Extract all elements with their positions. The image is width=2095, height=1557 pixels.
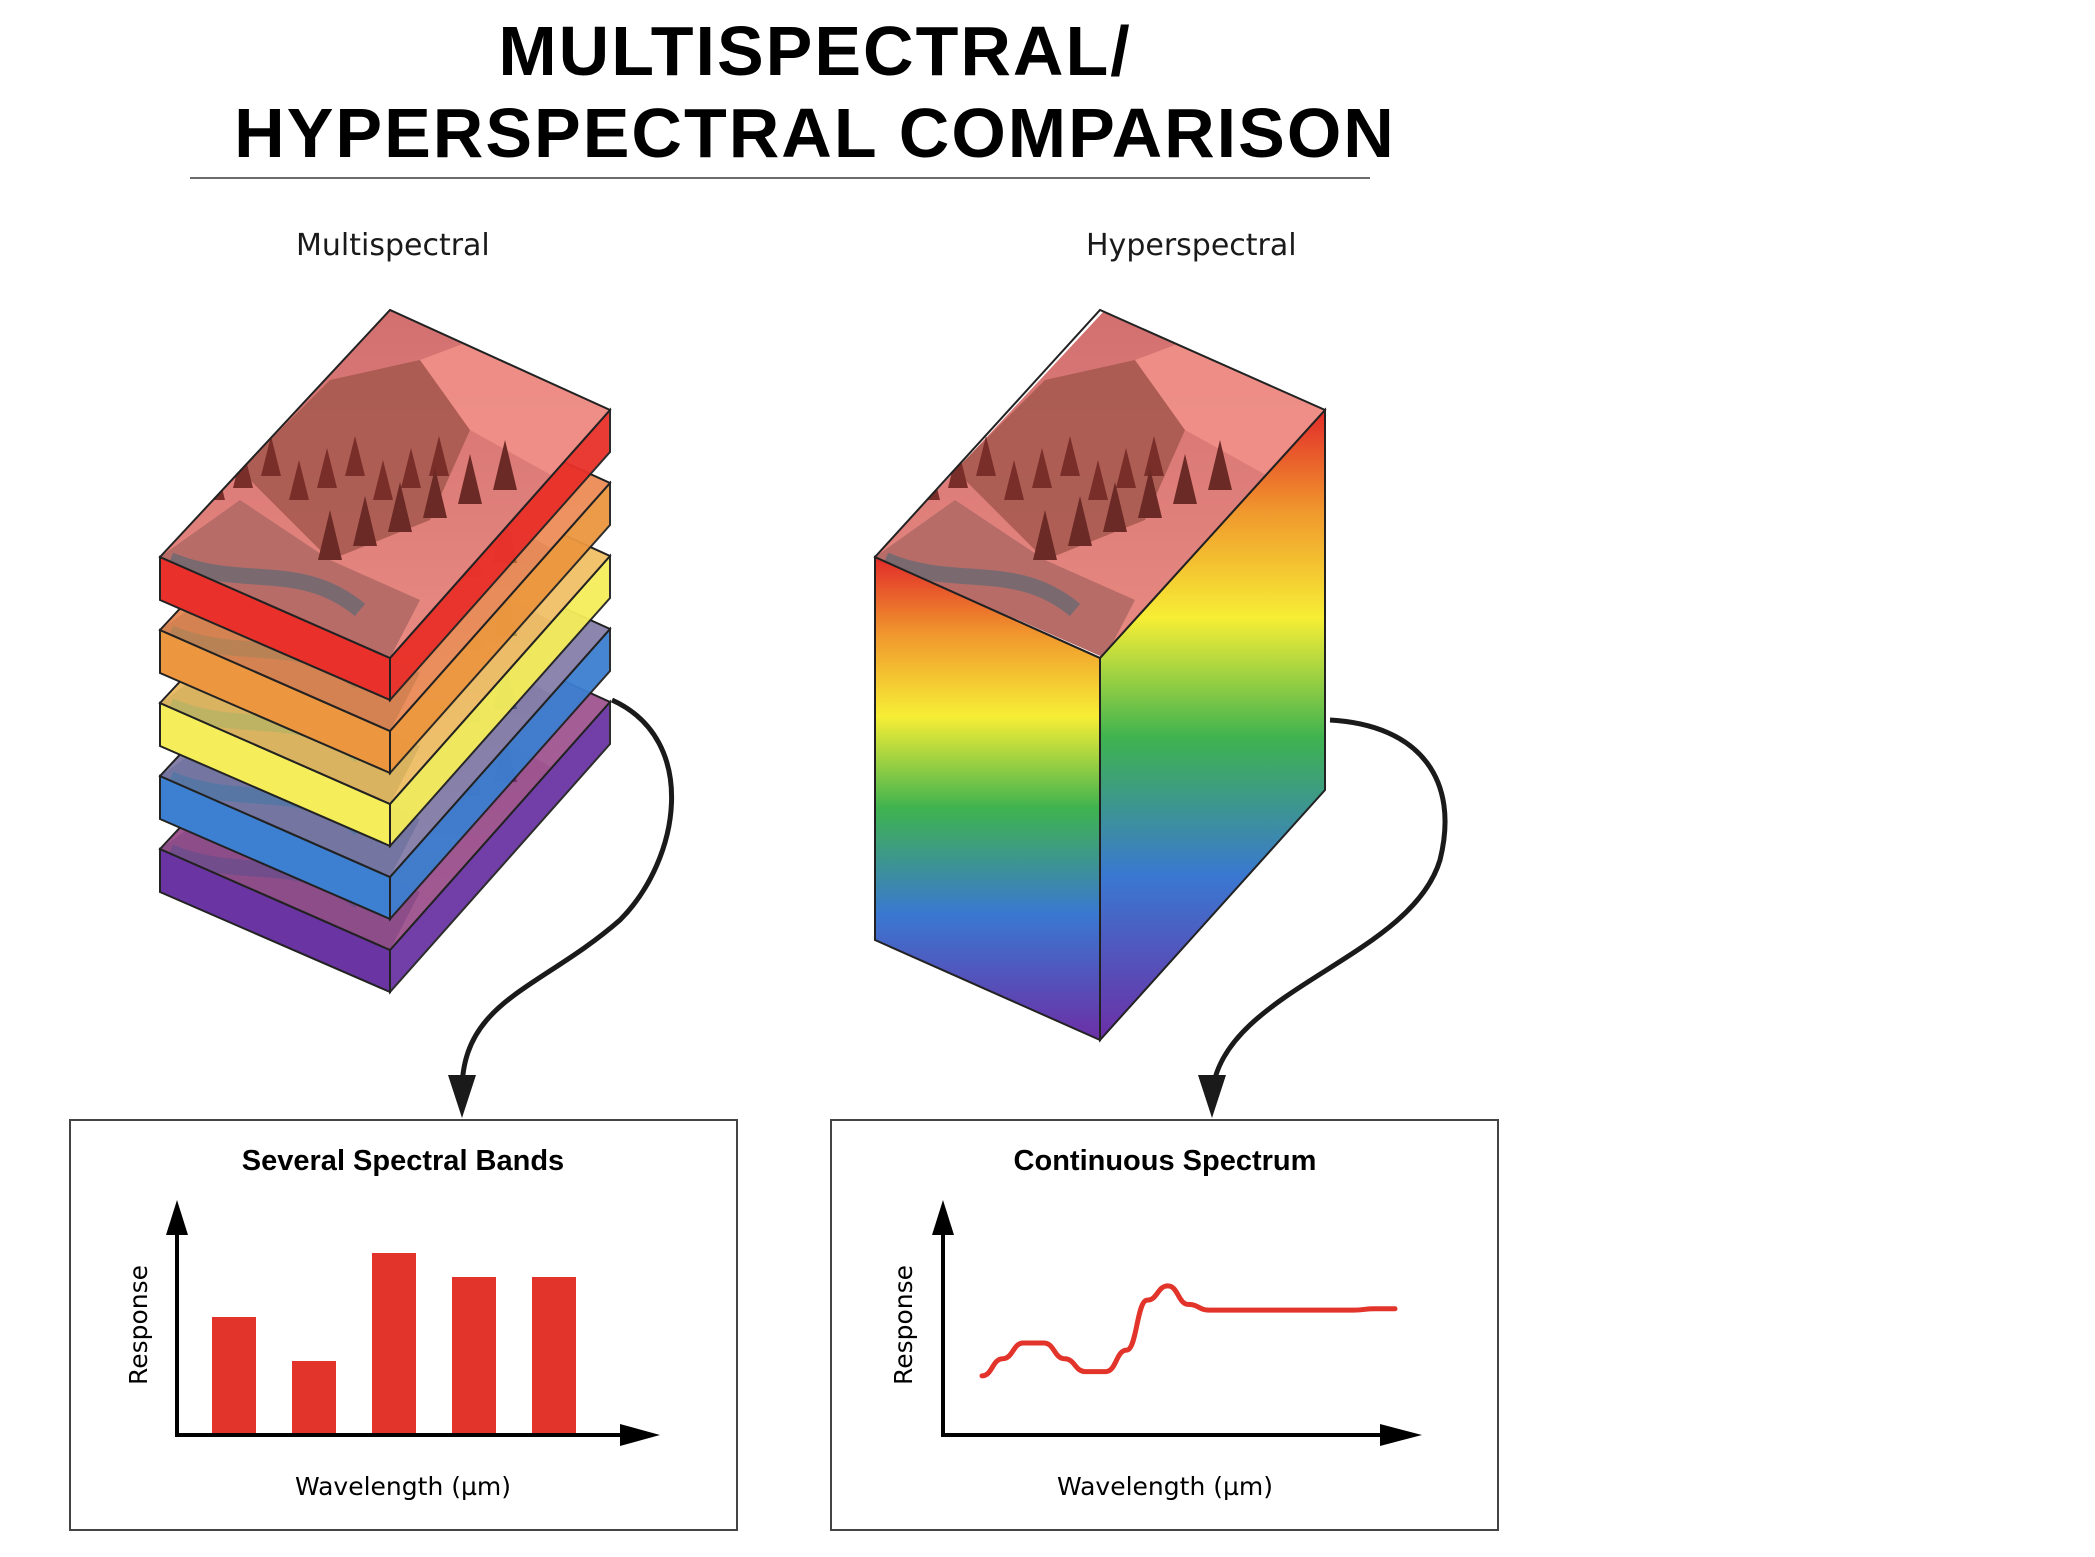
bands-y-axis-arrow-icon — [166, 1200, 188, 1235]
spectrum-y-axis-arrow-icon — [932, 1200, 954, 1235]
bar-2 — [292, 1361, 336, 1433]
bands-y-axis-label: Response — [124, 1265, 153, 1385]
title-line-2: HYPERSPECTRAL COMPARISON — [234, 94, 1396, 172]
title-line-1: MULTISPECTRAL/ — [498, 12, 1132, 90]
bands-chart-title: Several Spectral Bands — [242, 1145, 564, 1177]
arrowhead-right-icon — [1198, 1075, 1226, 1118]
spectral-layer-1 — [158, 308, 612, 703]
bar-1 — [212, 1317, 256, 1433]
hyperspectral-cube — [873, 308, 1327, 1043]
spectrum-line — [979, 1283, 1398, 1379]
multispectral-label: Multispectral — [296, 228, 490, 263]
bands-chart-panel: Several Spectral Bands Wavelength (µm) R… — [69, 1119, 738, 1531]
bar-4 — [452, 1277, 496, 1433]
spectrum-chart-panel: Continuous Spectrum Wavelength (µm) Resp… — [830, 1119, 1499, 1531]
spectrum-y-axis-label: Response — [889, 1265, 918, 1385]
bands-x-axis-arrow-icon — [620, 1424, 660, 1446]
bar-5 — [532, 1277, 576, 1433]
bands-x-axis-label: Wavelength (µm) — [295, 1472, 511, 1501]
hyperspectral-label: Hyperspectral — [1086, 228, 1297, 263]
connector-arrow-right — [1209, 717, 1448, 1096]
cube-top-image — [875, 310, 1325, 658]
bar-3 — [372, 1253, 416, 1433]
spectrum-x-axis-label: Wavelength (µm) — [1057, 1472, 1273, 1501]
connector-arrow-left — [459, 697, 674, 1096]
spectrum-chart-title: Continuous Spectrum — [1014, 1145, 1317, 1177]
multispectral-stack — [158, 308, 612, 995]
page-title: MULTISPECTRAL/ HYPERSPECTRAL COMPARISON — [190, 10, 1440, 174]
spectrum-x-axis-arrow-icon — [1380, 1424, 1422, 1446]
title-divider — [190, 177, 1370, 179]
arrowhead-left-icon — [448, 1075, 476, 1118]
